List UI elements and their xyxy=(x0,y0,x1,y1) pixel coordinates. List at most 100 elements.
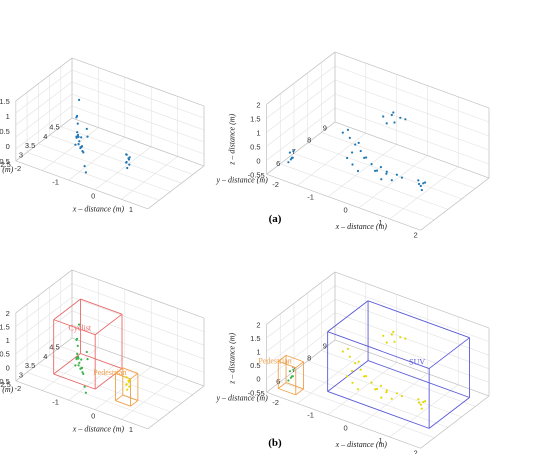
wall-grid-line xyxy=(266,326,336,379)
bounding-box-label: Pedestrian xyxy=(93,368,126,377)
floor-grid-line xyxy=(280,163,435,221)
data-point xyxy=(125,153,128,156)
data-point xyxy=(74,143,77,146)
data-point xyxy=(351,163,354,166)
bounding-box-label: SUV xyxy=(409,358,425,367)
data-point xyxy=(417,179,420,182)
wall-grid-line xyxy=(334,107,490,165)
data-point xyxy=(370,381,373,384)
bounding-box-edge xyxy=(115,367,124,374)
wall-grid-line xyxy=(266,107,336,161)
x-tick-label: -2 xyxy=(272,180,279,189)
data-point xyxy=(78,361,81,364)
data-point xyxy=(385,391,388,394)
axis-frame-edge xyxy=(420,395,490,449)
data-point xyxy=(291,156,294,159)
bounding-box-edge xyxy=(285,382,304,390)
data-point xyxy=(357,360,360,363)
x-tick-label: 1 xyxy=(129,205,133,214)
axis-frame-edge xyxy=(15,337,73,382)
data-point xyxy=(346,347,349,350)
floor-grid-line xyxy=(307,360,462,418)
data-point xyxy=(400,395,403,398)
data-point xyxy=(370,163,373,166)
axis-frame-edge xyxy=(334,51,490,109)
data-point xyxy=(82,372,85,375)
z-tick-label: 0 xyxy=(256,156,260,165)
y-axis-label: y – distance (m) xyxy=(0,385,14,394)
x-tick-label: 1 xyxy=(379,218,383,227)
data-point xyxy=(346,156,349,160)
data-point xyxy=(76,352,79,355)
z-tick-label: 0.5 xyxy=(250,361,260,370)
data-point xyxy=(128,385,131,388)
data-point xyxy=(380,178,383,181)
scatter-plot-a-right: -2-101256789-0.500.511.52x – distance (m… xyxy=(215,51,490,240)
bounding-box-edge xyxy=(53,373,96,390)
data-point xyxy=(341,131,344,134)
axis-frame-edge xyxy=(420,177,490,231)
data-point xyxy=(84,391,87,394)
bounding-box-edge xyxy=(80,298,123,315)
axis-frame-edge xyxy=(266,173,421,231)
data-point xyxy=(357,141,360,144)
data-point xyxy=(289,376,292,379)
data-point xyxy=(76,344,79,347)
bounding-box-edge xyxy=(130,400,139,407)
wall-grid-line xyxy=(71,93,205,143)
x-tick-label: 2 xyxy=(414,231,418,240)
data-point xyxy=(78,98,81,101)
data-point xyxy=(363,156,366,159)
bounding-box-edge xyxy=(53,319,96,336)
data-point xyxy=(351,381,354,384)
y-tick-label: 3.5 xyxy=(25,361,35,370)
scatter-plot-b-left: -2 -1 0 1 2.5 33.5 44.5 -0.5 0 0.5 1 1.5 2 x – distan… xyxy=(0,269,205,434)
wall-grid-line xyxy=(15,93,73,138)
x-tick-label: 0 xyxy=(91,411,95,420)
data-point xyxy=(400,176,403,179)
axis-frame-edge xyxy=(15,57,73,102)
data-point xyxy=(128,156,131,159)
bounding-box-edge xyxy=(94,313,123,336)
x-axis-label: x – distance (m) xyxy=(335,440,388,449)
wall-grid-line xyxy=(15,81,73,126)
wall-grid-line xyxy=(15,283,73,327)
y-tick-label: 4.5 xyxy=(49,123,59,132)
floor-grid-line xyxy=(94,146,152,190)
wall-grid-line xyxy=(71,81,205,131)
bounding-box-edge xyxy=(428,337,470,369)
x-tick-label: 2 xyxy=(414,449,418,454)
scatter-plot-b-right: -2-101256789-0.500.511.52x – distance (m… xyxy=(215,271,490,454)
bounding-box-edge xyxy=(278,360,296,369)
data-point xyxy=(390,333,393,336)
bounding-box-edge xyxy=(367,300,470,339)
data-point xyxy=(83,385,86,388)
floor-grid-line xyxy=(358,155,428,209)
floor-grid-line xyxy=(328,362,397,415)
data-point xyxy=(385,122,388,125)
axis-frame-edge xyxy=(71,337,205,387)
data-point xyxy=(417,182,421,186)
wall-grid-line xyxy=(266,312,336,366)
y-axis-label: y – distance (m) xyxy=(215,176,268,185)
y-tick-label: 4 xyxy=(43,132,47,141)
data-point xyxy=(379,384,382,387)
data-point xyxy=(78,323,81,326)
data-point xyxy=(374,388,377,391)
y-tick-label: 3 xyxy=(19,371,23,380)
floor-grid-line xyxy=(26,372,160,421)
data-point xyxy=(390,113,393,117)
bounding-box-edge xyxy=(115,394,124,402)
y-tick-label: 2.5 xyxy=(0,380,10,389)
data-point xyxy=(351,369,354,373)
x-tick-label: -1 xyxy=(52,178,59,187)
bounding-box-edge xyxy=(277,382,287,389)
wall-grid-line xyxy=(334,326,490,383)
wall-grid-line xyxy=(334,93,490,151)
wall-grid-line xyxy=(334,65,490,123)
axis-frame-edge xyxy=(15,269,73,314)
axis-frame-edge xyxy=(15,380,148,430)
data-point xyxy=(74,364,77,367)
data-point xyxy=(128,378,131,381)
data-point xyxy=(83,165,86,168)
